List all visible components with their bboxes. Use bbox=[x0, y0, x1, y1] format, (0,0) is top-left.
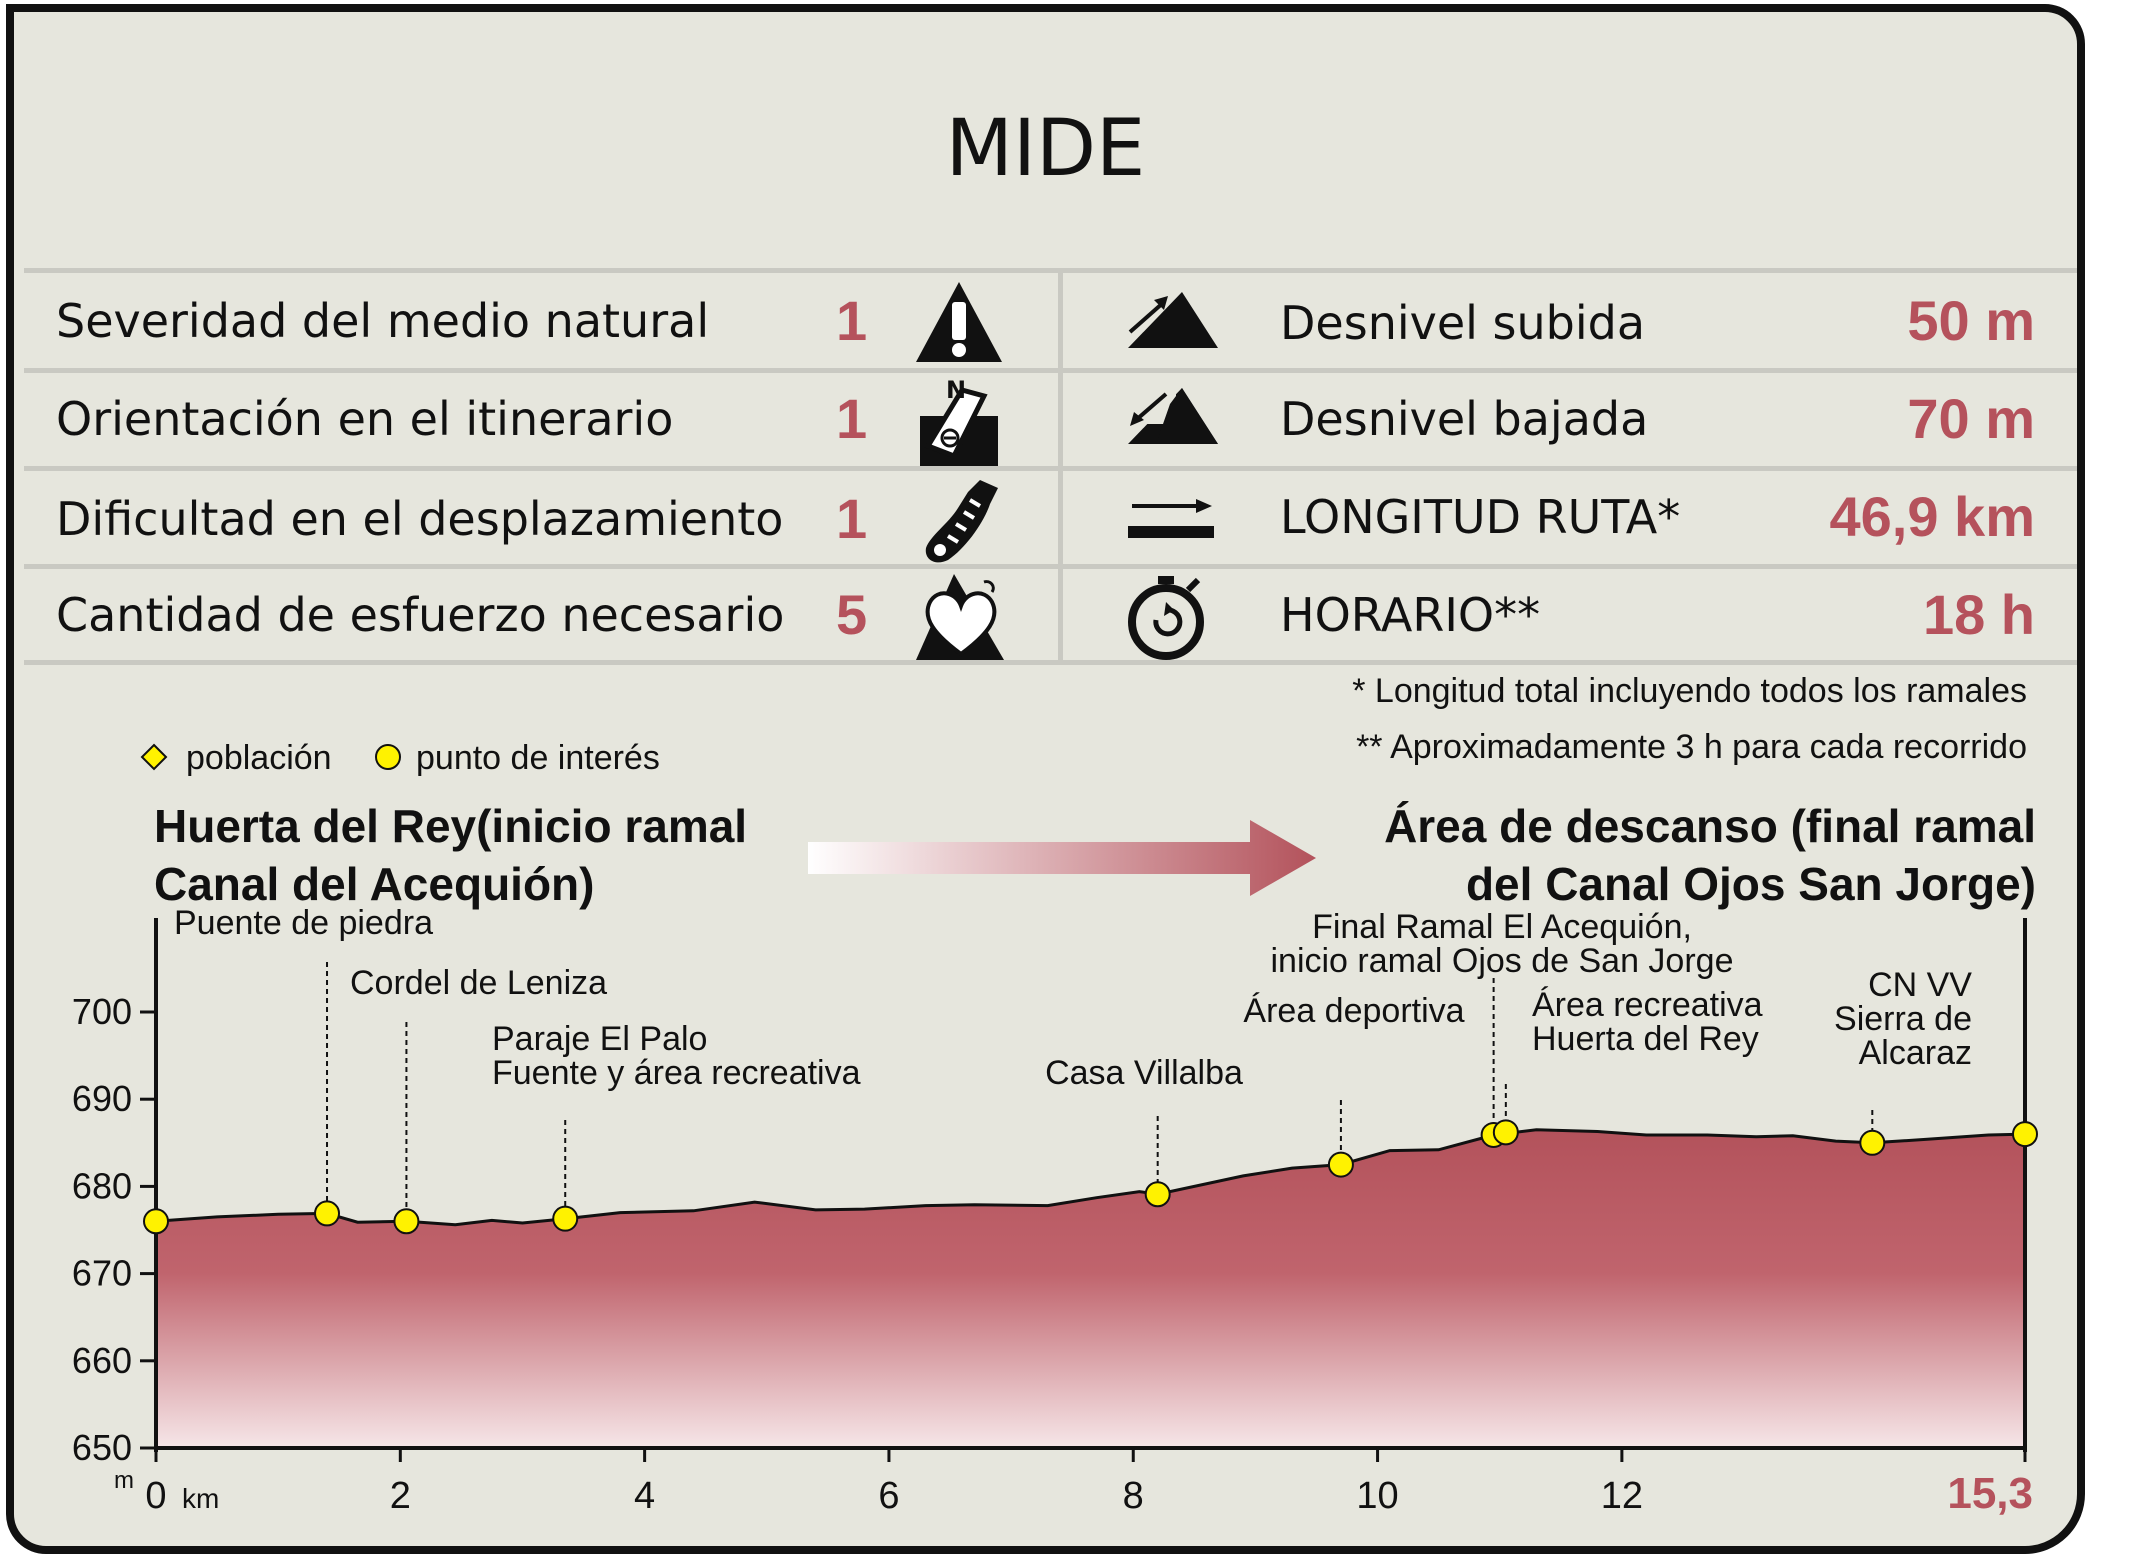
point-label: Paraje El Palo Fuente y área recreativa bbox=[492, 1020, 861, 1092]
mide-value-severidad: 1 bbox=[836, 289, 868, 352]
elevation-line bbox=[155, 1128, 2026, 1227]
point-marker bbox=[143, 1208, 169, 1235]
compass-orientation-icon: N bbox=[920, 376, 998, 466]
point-label: Final Ramal El Acequión, inicio ramal Ojo… bbox=[1270, 908, 1733, 980]
boot-footprint-icon bbox=[925, 480, 998, 563]
y-tick-label: 680 bbox=[72, 1165, 132, 1206]
legend-punto-marker bbox=[375, 744, 401, 770]
x-tick-label: 10 bbox=[1356, 1475, 1398, 1517]
point-marker bbox=[393, 1208, 420, 1235]
table-divider bbox=[24, 564, 2077, 569]
page-title: MIDE bbox=[945, 104, 1146, 194]
route-end-line2: del Canal Ojos San Jorge) bbox=[1466, 858, 2036, 910]
point-marker bbox=[552, 1205, 579, 1232]
mide-value-dificultad: 1 bbox=[836, 487, 868, 550]
x-tick-label: 12 bbox=[1601, 1475, 1643, 1517]
point-marker bbox=[1492, 1119, 1519, 1146]
x-tick-label: 0 bbox=[145, 1475, 166, 1517]
distance-arrow-icon bbox=[1128, 499, 1214, 538]
x-tick-label: 6 bbox=[878, 1475, 899, 1517]
route-label-bajada: Desnivel bajada bbox=[1280, 392, 1649, 446]
legend-poblacion-label: población bbox=[186, 739, 332, 777]
table-column-divider bbox=[1058, 270, 1063, 662]
warning-triangle-icon bbox=[916, 282, 1002, 362]
mide-label-severidad: Severidad del medio natural bbox=[56, 294, 710, 348]
point-marker bbox=[1327, 1151, 1354, 1178]
y-unit-label: m bbox=[114, 1467, 134, 1494]
table-divider bbox=[24, 660, 2077, 665]
point-marker bbox=[2012, 1121, 2038, 1148]
stopwatch-icon bbox=[1128, 576, 1204, 660]
x-end-label: 15,3 bbox=[1947, 1469, 2033, 1518]
route-value-horario: 18 h bbox=[1922, 583, 2035, 646]
mide-value-orientacion: 1 bbox=[836, 387, 868, 450]
mide-label-dificultad: Dificultad en el desplazamiento bbox=[56, 492, 784, 546]
y-tick-label: 670 bbox=[72, 1253, 132, 1294]
elevation-area bbox=[156, 1129, 2025, 1448]
route-value-longitud: 46,9 km bbox=[1829, 485, 2036, 548]
descent-icon bbox=[1126, 384, 1218, 444]
legend-poblacion-marker bbox=[140, 743, 168, 771]
x-tick-label: 2 bbox=[390, 1475, 411, 1517]
mide-label-esfuerzo: Cantidad de esfuerzo necesario bbox=[56, 588, 785, 642]
route-start-line2: Canal del Acequión) bbox=[154, 858, 594, 910]
route-start-line1: Huerta del Rey(inicio ramal bbox=[154, 800, 747, 852]
mide-value-esfuerzo: 5 bbox=[836, 583, 868, 646]
legend-punto-label: punto de interés bbox=[416, 739, 660, 777]
heart-mountain-icon bbox=[916, 574, 1004, 660]
point-label: Cordel de Leniza bbox=[350, 964, 607, 1002]
ascent-icon bbox=[1128, 292, 1218, 348]
y-tick-label: 650 bbox=[72, 1427, 132, 1468]
route-direction-arrow bbox=[808, 820, 1316, 896]
route-label-horario: HORARIO** bbox=[1280, 588, 1541, 642]
mide-card: MIDE Severidad del medio natural Orienta… bbox=[6, 4, 2085, 1554]
point-marker bbox=[1144, 1181, 1171, 1208]
route-label-longitud: LONGITUD RUTA* bbox=[1280, 490, 1681, 544]
point-label: Casa Villalba bbox=[1045, 1054, 1243, 1092]
table-divider bbox=[24, 466, 2077, 471]
x-tick-label: 8 bbox=[1123, 1475, 1144, 1517]
x-unit-label: km bbox=[182, 1483, 219, 1514]
route-value-subida: 50 m bbox=[1907, 289, 2035, 352]
route-end-line1: Área de descanso (final ramal bbox=[1384, 800, 2036, 852]
note-horario: ** Aproximadamente 3 h para cada recorri… bbox=[1356, 728, 2027, 766]
point-label: Área deportiva bbox=[1243, 992, 1464, 1030]
point-label: CN VV Sierra de Alcaraz bbox=[1834, 966, 1972, 1072]
mide-label-orientacion: Orientación en el itinerario bbox=[56, 392, 674, 446]
point-label: Área recreativa Huerta del Rey bbox=[1532, 986, 1763, 1058]
elevation-profile-chart: población punto de interés Huerta del Re… bbox=[72, 739, 2038, 1518]
svg-text:N: N bbox=[946, 376, 966, 404]
route-label-subida: Desnivel subida bbox=[1280, 296, 1646, 350]
point-label: Puente de piedra bbox=[174, 904, 433, 942]
note-longitud: * Longitud total incluyendo todos los ra… bbox=[1352, 672, 2027, 710]
y-tick-label: 690 bbox=[72, 1078, 132, 1119]
y-tick-label: 700 bbox=[72, 991, 132, 1032]
route-value-bajada: 70 m bbox=[1907, 387, 2035, 450]
y-tick-label: 660 bbox=[72, 1340, 132, 1381]
x-tick-label: 4 bbox=[634, 1475, 655, 1517]
table-divider bbox=[24, 268, 2077, 273]
point-marker bbox=[1859, 1129, 1886, 1156]
table-divider bbox=[24, 368, 2077, 373]
point-marker bbox=[314, 1200, 341, 1227]
